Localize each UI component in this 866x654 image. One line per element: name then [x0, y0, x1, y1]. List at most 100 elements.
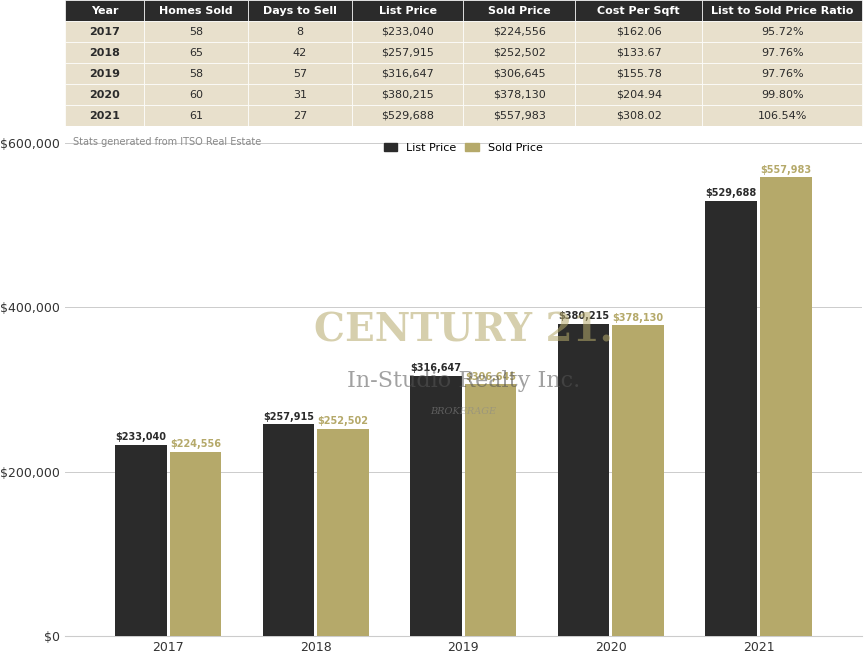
Bar: [317, 428, 369, 636]
Text: 95.72%: 95.72%: [761, 27, 804, 37]
FancyBboxPatch shape: [702, 42, 862, 63]
FancyBboxPatch shape: [463, 21, 575, 42]
Text: List Price: List Price: [378, 5, 436, 16]
FancyBboxPatch shape: [463, 84, 575, 105]
Text: 2017: 2017: [89, 27, 120, 37]
Text: $204.94: $204.94: [616, 90, 662, 100]
Text: $162.06: $162.06: [616, 27, 662, 37]
Text: $233,040: $233,040: [381, 27, 434, 37]
Text: Stats generated from ITSO Real Estate: Stats generated from ITSO Real Estate: [73, 137, 261, 146]
Text: $233,040: $233,040: [115, 432, 166, 442]
FancyBboxPatch shape: [463, 0, 575, 21]
FancyBboxPatch shape: [248, 42, 352, 63]
Legend: List Price, Sold Price: List Price, Sold Price: [381, 140, 546, 156]
FancyBboxPatch shape: [352, 63, 463, 84]
Text: 2021: 2021: [89, 111, 120, 121]
Text: 58: 58: [189, 27, 204, 37]
Text: $378,130: $378,130: [613, 313, 664, 323]
Text: $316,647: $316,647: [410, 364, 462, 373]
Text: 27: 27: [293, 111, 307, 121]
Text: 2019: 2019: [89, 69, 120, 78]
Text: Sold Price: Sold Price: [488, 5, 551, 16]
Text: Cost Per Sqft: Cost Per Sqft: [598, 5, 680, 16]
Text: Days to Sell: Days to Sell: [263, 5, 337, 16]
FancyBboxPatch shape: [65, 42, 145, 63]
Text: $316,647: $316,647: [381, 69, 434, 78]
Text: $224,556: $224,556: [170, 439, 221, 449]
FancyBboxPatch shape: [65, 21, 145, 42]
Text: In-Studio Realty Inc.: In-Studio Realty Inc.: [346, 370, 580, 392]
Text: 60: 60: [190, 90, 204, 100]
FancyBboxPatch shape: [575, 42, 702, 63]
FancyBboxPatch shape: [702, 84, 862, 105]
FancyBboxPatch shape: [352, 0, 463, 21]
Text: $378,130: $378,130: [493, 90, 546, 100]
Text: $529,688: $529,688: [706, 188, 757, 198]
Text: 97.76%: 97.76%: [761, 69, 804, 78]
Text: CENTURY 21.: CENTURY 21.: [313, 311, 613, 349]
Text: $133.67: $133.67: [616, 48, 662, 58]
Text: 58: 58: [189, 69, 204, 78]
FancyBboxPatch shape: [352, 84, 463, 105]
FancyBboxPatch shape: [463, 63, 575, 84]
Text: $155.78: $155.78: [616, 69, 662, 78]
Text: 97.76%: 97.76%: [761, 48, 804, 58]
FancyBboxPatch shape: [702, 63, 862, 84]
FancyBboxPatch shape: [702, 105, 862, 126]
Text: $306,645: $306,645: [465, 371, 516, 381]
Text: $308.02: $308.02: [616, 111, 662, 121]
FancyBboxPatch shape: [248, 63, 352, 84]
Text: 61: 61: [190, 111, 204, 121]
FancyBboxPatch shape: [463, 42, 575, 63]
Bar: [706, 201, 757, 636]
Text: 2018: 2018: [89, 48, 120, 58]
Text: 57: 57: [293, 69, 307, 78]
Bar: [558, 324, 610, 636]
Text: 42: 42: [293, 48, 307, 58]
Text: $529,688: $529,688: [381, 111, 434, 121]
Text: $557,983: $557,983: [493, 111, 546, 121]
Bar: [262, 424, 314, 636]
Text: $257,915: $257,915: [381, 48, 434, 58]
Text: BROKERAGE: BROKERAGE: [430, 407, 496, 417]
FancyBboxPatch shape: [463, 105, 575, 126]
FancyBboxPatch shape: [702, 21, 862, 42]
FancyBboxPatch shape: [65, 84, 145, 105]
FancyBboxPatch shape: [702, 0, 862, 21]
Text: Homes Sold: Homes Sold: [159, 5, 233, 16]
FancyBboxPatch shape: [575, 63, 702, 84]
FancyBboxPatch shape: [575, 0, 702, 21]
FancyBboxPatch shape: [145, 63, 248, 84]
FancyBboxPatch shape: [145, 21, 248, 42]
Bar: [612, 325, 664, 636]
FancyBboxPatch shape: [248, 105, 352, 126]
FancyBboxPatch shape: [575, 84, 702, 105]
Text: 65: 65: [190, 48, 204, 58]
FancyBboxPatch shape: [352, 21, 463, 42]
Bar: [465, 384, 516, 636]
Text: 8: 8: [296, 27, 303, 37]
Bar: [760, 177, 811, 636]
FancyBboxPatch shape: [248, 0, 352, 21]
FancyBboxPatch shape: [575, 21, 702, 42]
Text: 2020: 2020: [89, 90, 120, 100]
FancyBboxPatch shape: [352, 42, 463, 63]
Text: Year: Year: [91, 5, 119, 16]
FancyBboxPatch shape: [65, 105, 145, 126]
FancyBboxPatch shape: [145, 0, 248, 21]
FancyBboxPatch shape: [145, 42, 248, 63]
Text: $306,645: $306,645: [493, 69, 546, 78]
Text: 31: 31: [293, 90, 307, 100]
Text: $224,556: $224,556: [493, 27, 546, 37]
Text: 99.80%: 99.80%: [761, 90, 804, 100]
Text: $252,502: $252,502: [318, 416, 369, 426]
Text: $380,215: $380,215: [381, 90, 434, 100]
Text: List to Sold Price Ratio: List to Sold Price Ratio: [711, 5, 853, 16]
FancyBboxPatch shape: [352, 105, 463, 126]
Text: $557,983: $557,983: [760, 165, 811, 175]
FancyBboxPatch shape: [145, 105, 248, 126]
FancyBboxPatch shape: [248, 84, 352, 105]
Text: $252,502: $252,502: [493, 48, 546, 58]
FancyBboxPatch shape: [575, 105, 702, 126]
FancyBboxPatch shape: [248, 21, 352, 42]
